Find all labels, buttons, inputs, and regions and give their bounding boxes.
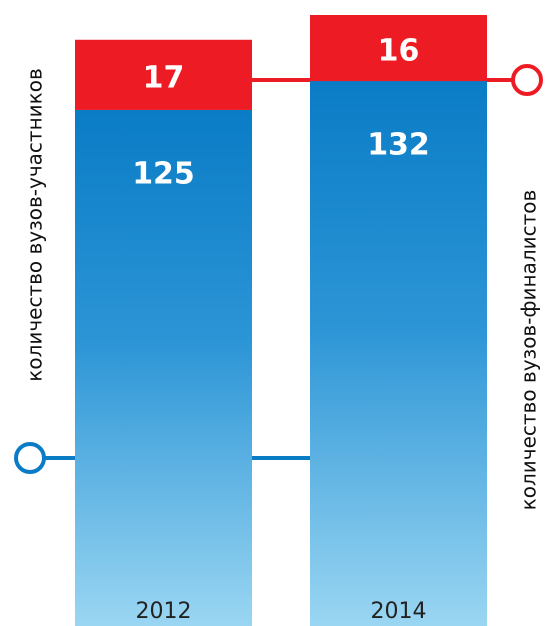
value-label: 17 — [143, 60, 185, 95]
legend-marker — [14, 442, 46, 474]
blue-segment — [75, 109, 252, 626]
value-label: 16 — [378, 34, 420, 69]
value-label: 125 — [132, 156, 195, 191]
red-segment — [310, 15, 487, 82]
category-label: 2014 — [371, 599, 427, 624]
legend-label: количество вузов-участников — [23, 68, 47, 381]
bars — [75, 15, 487, 626]
blue-segment — [310, 81, 487, 626]
legend-label: количество вузов-финалистов — [517, 190, 541, 511]
labels: 125 17 2012 132 16 2014 количество вузов-участ… — [23, 34, 541, 624]
legend-marker — [511, 64, 543, 96]
red-segment — [75, 39, 252, 110]
category-label: 2012 — [136, 599, 192, 624]
value-label: 132 — [367, 128, 430, 163]
